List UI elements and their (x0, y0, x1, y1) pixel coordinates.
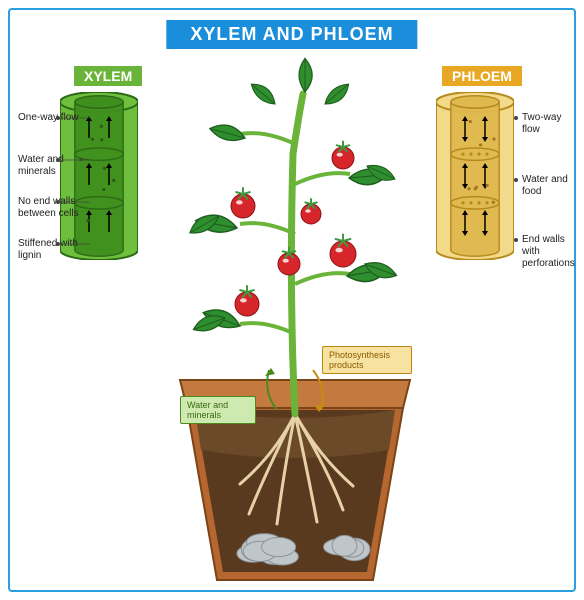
xylem-label-1: Water and minerals (18, 154, 90, 178)
photosynthesis-products-label: Photosynthesis products (322, 346, 412, 374)
xylem-label-3: Stiffened with lignin (18, 238, 90, 262)
phloem-label-2: End walls with perforations (522, 234, 580, 270)
phloem-cylinder (436, 92, 514, 260)
phloem-label-1: Water and food (522, 174, 580, 198)
phloem-heading: PHLOEM (442, 66, 522, 86)
xylem-label-0: One-way flow (18, 112, 90, 124)
phloem-label-0: Two-way flow (522, 112, 580, 136)
xylem-heading: XYLEM (74, 66, 142, 86)
plant-pot-illustration (150, 52, 440, 592)
water-minerals-label: Water and minerals (180, 396, 256, 424)
xylem-label-2: No end walls between cells (18, 196, 90, 220)
main-title: XYLEM AND PHLOEM (166, 20, 417, 49)
